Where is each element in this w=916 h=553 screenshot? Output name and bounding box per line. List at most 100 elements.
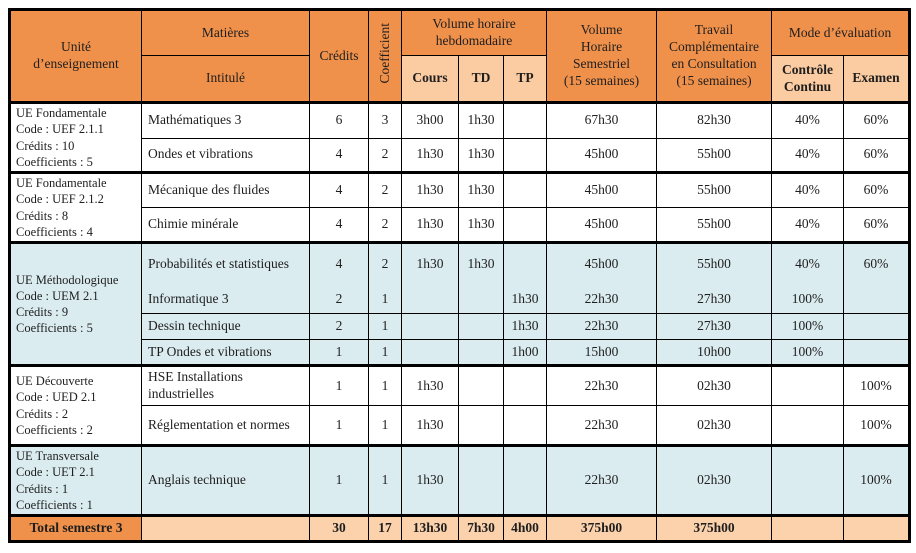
cell-tc: 55h00 xyxy=(656,241,773,286)
cell-cours: 1h30 xyxy=(401,444,459,516)
total-label-cell: Total semestre 3 xyxy=(9,514,142,542)
ue-line: Code : UED 2.1 xyxy=(16,390,97,405)
cell-intitule: Dessin technique xyxy=(141,313,310,340)
cell-tc: 55h00 xyxy=(656,171,773,208)
ue-cell-uet-2-1: UE Transversale Code : UET 2.1 Crédits :… xyxy=(9,444,142,516)
cell-tp: 1h00 xyxy=(502,339,548,366)
subject-row: UE Méthodologique Code : UEM 2.1 Crédits… xyxy=(9,241,911,366)
cell-tc: 27h30 xyxy=(656,313,773,340)
header-line: (15 semaines) xyxy=(676,72,752,88)
cell-intitule: Informatique 3 xyxy=(141,285,310,314)
cell-tp: 1h30 xyxy=(502,285,548,314)
header-line: Continu xyxy=(783,78,832,94)
cell-cc: 40% xyxy=(771,241,845,286)
cell-coefficient: 1 xyxy=(368,339,402,366)
subject-row: Réglementation et normes 1 1 1h30 22h30 … xyxy=(10,405,911,446)
ue-line: Coefficients : 4 xyxy=(16,224,93,239)
header-line: Contrôle xyxy=(782,61,834,77)
header-line: Volume horaire xyxy=(432,16,516,32)
ue-line: Crédits : 10 xyxy=(16,138,75,153)
col-header-controle-continu: Contrôle Continu xyxy=(771,55,845,103)
header-line: Unité xyxy=(61,39,91,55)
cell-examen: 100% xyxy=(843,405,911,446)
ue-line: UE Méthodologique xyxy=(16,272,119,287)
cell-cours xyxy=(401,313,459,340)
header-line: Travail xyxy=(694,22,734,38)
cell-credits: 1 xyxy=(309,364,369,406)
cell-td: 1h30 xyxy=(458,137,504,174)
cell-td xyxy=(458,444,504,516)
cell-cc: 40% xyxy=(771,137,845,174)
header-row-2: Intitulé Cours TD TP Contrôle Continu Ex… xyxy=(10,55,911,103)
cell-tc: 55h00 xyxy=(656,207,773,243)
cell-intitule: Probabilités et statistiques xyxy=(141,241,310,286)
ue-line: Coefficients : 5 xyxy=(16,154,93,169)
cell-vhs: 45h00 xyxy=(546,207,658,243)
col-header-mode-evaluation: Mode d’évaluation xyxy=(771,9,911,56)
cell-tp xyxy=(502,101,548,139)
cell-cours xyxy=(401,285,459,314)
cell-vhs: 45h00 xyxy=(546,171,658,208)
col-header-tp: TP xyxy=(502,55,548,103)
cell-vhs: 45h00 xyxy=(546,137,658,174)
cell-cc: 40% xyxy=(771,207,845,243)
cell-intitule: Réglementation et normes xyxy=(141,405,310,446)
ue-line: Code : UET 2.1 xyxy=(16,465,95,480)
cell-tc: 55h00 xyxy=(656,137,773,174)
cell-examen: 60% xyxy=(843,171,911,208)
cell-td xyxy=(458,285,504,314)
cell-td: 1h30 xyxy=(458,241,504,286)
cell-cc: 100% xyxy=(771,285,845,314)
cell-tc: 02h30 xyxy=(656,405,773,446)
cell-examen: 100% xyxy=(843,364,911,406)
cell-examen: 60% xyxy=(843,241,911,286)
ue-line: Code : UEF 2.1.2 xyxy=(16,192,104,207)
ue-line: Coefficients : 5 xyxy=(16,321,93,336)
cell-tp xyxy=(502,207,548,243)
cell-cours: 1h30 xyxy=(401,241,459,286)
subject-row: UE Fondamentale Code : UEF 2.1.1 Crédits… xyxy=(9,101,911,173)
cell-tp xyxy=(502,444,548,516)
cell-cc: 40% xyxy=(771,171,845,208)
cell-examen xyxy=(843,339,911,366)
total-vhs-cell: 375h00 xyxy=(546,514,658,542)
cell-coefficient: 2 xyxy=(368,207,402,243)
cell-credits: 1 xyxy=(309,405,369,446)
total-row: Total semestre 3 30 17 13h30 7h30 4h00 3… xyxy=(9,514,911,542)
cell-examen xyxy=(843,285,911,314)
cell-intitule: Mécanique des fluides xyxy=(141,171,310,208)
cell-cc xyxy=(771,364,845,406)
cell-credits: 4 xyxy=(309,171,369,208)
cell-td xyxy=(458,405,504,446)
cell-vhs: 22h30 xyxy=(546,313,658,340)
cell-intitule: HSE Installations industrielles xyxy=(141,364,310,406)
col-header-matieres: Matières xyxy=(141,9,310,56)
cell-credits: 1 xyxy=(309,339,369,366)
cell-tp xyxy=(502,171,548,208)
cell-vhs: 45h00 xyxy=(546,241,658,286)
ue-cell-uef-2-1-2: UE Fondamentale Code : UEF 2.1.2 Crédits… xyxy=(9,171,142,243)
header-line: (15 semaines) xyxy=(563,72,640,88)
cell-credits: 4 xyxy=(309,207,369,243)
total-coefficient-cell: 17 xyxy=(368,514,402,542)
total-examen-cell xyxy=(843,514,911,542)
cell-examen: 60% xyxy=(843,207,911,243)
cell-td xyxy=(458,313,504,340)
cell-td xyxy=(458,339,504,366)
cell-coefficient: 1 xyxy=(368,364,402,406)
semester-3-program-table: Unité d’enseignement Matières Crédits Co… xyxy=(8,8,912,543)
cell-intitule: Anglais technique xyxy=(141,444,310,516)
cell-cc: 40% xyxy=(771,101,845,139)
ue-line: Crédits : 9 xyxy=(16,305,69,319)
ue-line: Crédits : 8 xyxy=(16,208,69,223)
cell-credits: 6 xyxy=(309,101,369,139)
cell-intitule: Mathématiques 3 xyxy=(141,101,310,139)
cell-vhs: 22h30 xyxy=(546,444,658,516)
cell-examen: 60% xyxy=(843,101,911,139)
cell-td: 1h30 xyxy=(458,101,504,139)
ue-line: Crédits : 1 xyxy=(16,481,69,496)
cell-tc: 27h30 xyxy=(656,285,773,314)
total-cc-cell xyxy=(771,514,845,542)
cell-vhs: 22h30 xyxy=(546,285,658,314)
ue-cell-uem-2-1: UE Méthodologique Code : UEM 2.1 Crédits… xyxy=(9,241,142,366)
